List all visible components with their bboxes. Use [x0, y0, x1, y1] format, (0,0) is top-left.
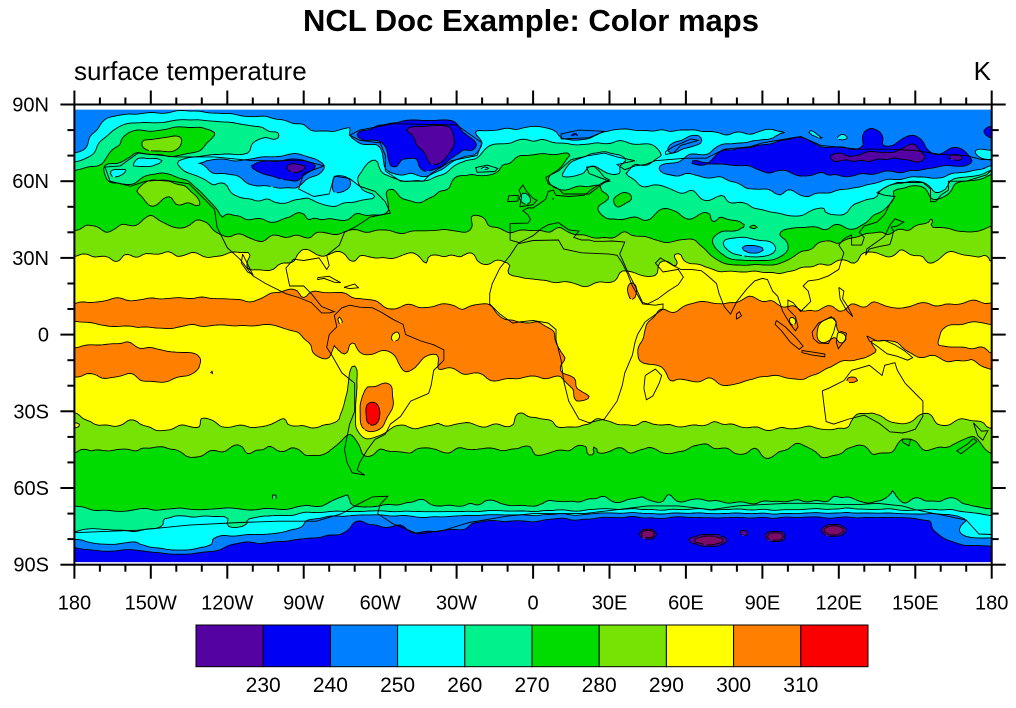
svg-text:150W: 150W — [125, 593, 177, 615]
svg-text:90S: 90S — [13, 555, 49, 577]
svg-text:K: K — [974, 56, 992, 86]
svg-text:270: 270 — [514, 674, 549, 697]
svg-text:120W: 120W — [201, 593, 253, 615]
svg-text:surface temperature: surface temperature — [74, 56, 307, 86]
svg-text:90W: 90W — [283, 593, 324, 615]
svg-text:290: 290 — [649, 674, 684, 697]
svg-text:30W: 30W — [436, 593, 477, 615]
svg-text:NCL Doc Example: Color maps: NCL Doc Example: Color maps — [303, 3, 759, 38]
svg-text:240: 240 — [313, 674, 348, 697]
svg-text:60N: 60N — [12, 171, 49, 193]
svg-text:150E: 150E — [892, 593, 939, 615]
svg-text:230: 230 — [246, 674, 281, 697]
svg-text:90E: 90E — [745, 593, 781, 615]
svg-text:310: 310 — [783, 674, 818, 697]
svg-text:30E: 30E — [592, 593, 628, 615]
svg-text:60W: 60W — [360, 593, 401, 615]
svg-text:260: 260 — [447, 674, 482, 697]
svg-text:280: 280 — [582, 674, 617, 697]
svg-text:180: 180 — [975, 593, 1008, 615]
svg-text:180: 180 — [58, 593, 91, 615]
svg-text:30S: 30S — [13, 401, 49, 423]
svg-text:60E: 60E — [668, 593, 704, 615]
svg-text:300: 300 — [716, 674, 751, 697]
svg-text:0: 0 — [528, 593, 539, 615]
svg-text:30N: 30N — [12, 248, 49, 270]
svg-text:60S: 60S — [13, 478, 49, 500]
svg-text:250: 250 — [380, 674, 415, 697]
svg-text:120E: 120E — [815, 593, 862, 615]
svg-text:90N: 90N — [12, 95, 49, 117]
svg-text:0: 0 — [38, 325, 49, 347]
